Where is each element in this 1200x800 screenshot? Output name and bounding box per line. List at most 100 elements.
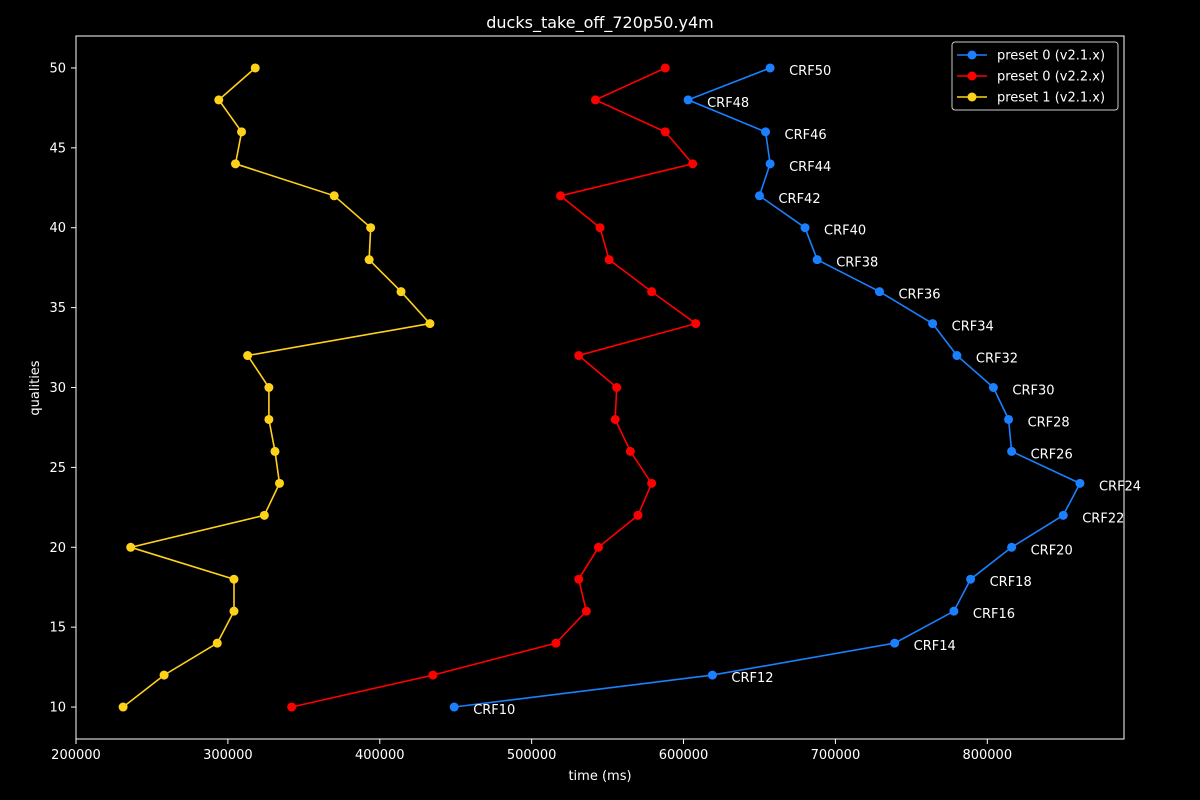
legend-entry: preset 1 (v2.1.x) [957, 91, 1105, 106]
data-label: CRF16 [973, 607, 1015, 622]
data-point [1007, 446, 1017, 456]
data-point [966, 574, 976, 584]
data-point [428, 670, 438, 680]
data-point [660, 63, 670, 73]
data-point [556, 191, 566, 201]
data-point [264, 383, 274, 392]
data-point [230, 159, 240, 169]
data-label: CRF46 [785, 128, 827, 143]
y-tick-label: 15 [49, 621, 66, 636]
data-point [229, 606, 239, 616]
data-point [952, 351, 962, 361]
legend-entry: preset 0 (v2.1.x) [957, 49, 1105, 64]
legend-marker [967, 50, 977, 60]
x-tick-label: 500000 [507, 748, 557, 763]
data-point [275, 478, 285, 488]
data-point [250, 63, 260, 73]
legend-box [951, 41, 1119, 111]
legend-marker [967, 71, 977, 81]
data-label: CRF14 [914, 639, 956, 654]
data-point [1075, 478, 1085, 488]
data-label: CRF18 [990, 575, 1032, 590]
data-point [366, 223, 376, 233]
data-point [264, 414, 274, 424]
data-label: CRF40 [824, 224, 866, 239]
legend-label: preset 0 (v2.2.x) [997, 70, 1105, 85]
data-point [1007, 542, 1017, 552]
data-point [581, 606, 591, 616]
x-tick-label: 300000 [203, 748, 253, 763]
data-point [212, 638, 222, 648]
data-point [988, 383, 998, 392]
data-point [159, 670, 169, 680]
x-axis-label: time (ms) [568, 769, 631, 784]
data-point [647, 287, 657, 297]
data-point [647, 478, 657, 488]
data-point [214, 95, 224, 105]
data-point [765, 159, 775, 169]
data-point [691, 319, 701, 329]
data-point [574, 574, 584, 584]
data-point [625, 446, 635, 456]
data-point [688, 159, 698, 169]
data-label: CRF42 [778, 192, 820, 207]
data-point [812, 255, 822, 265]
data-point [874, 287, 884, 297]
data-point [612, 383, 622, 392]
data-point [928, 319, 938, 329]
x-tick-label: 800000 [962, 748, 1012, 763]
legend: preset 0 (v2.1.x) preset 0 (v2.2.x) preset… [951, 41, 1119, 111]
series-layer: CRF10 CRF12 CRF14 CRF16 CRF18 CRF20 CRF22 CRF24… [118, 63, 1141, 718]
y-axis: 10 15 20 25 30 35 40 45 50 [49, 61, 76, 716]
x-tick-label: 600000 [659, 748, 709, 763]
data-point [1058, 510, 1068, 520]
data-point [593, 542, 603, 552]
data-label: CRF20 [1031, 543, 1073, 558]
y-tick-label: 10 [49, 701, 66, 716]
data-point [229, 574, 239, 584]
data-point [765, 63, 775, 73]
y-tick-label: 35 [49, 301, 66, 316]
data-point [604, 255, 614, 265]
y-axis-label: qualities [28, 360, 43, 415]
data-label: CRF10 [473, 703, 515, 718]
series-1: CRF10 CRF12 CRF14 CRF16 CRF18 CRF20 CRF22 CRF24… [449, 63, 1141, 718]
data-label: CRF30 [1012, 384, 1054, 399]
y-tick-label: 40 [49, 221, 66, 236]
data-point [396, 287, 406, 297]
legend-entry: preset 0 (v2.2.x) [957, 70, 1105, 85]
data-point [949, 606, 959, 616]
data-point [449, 702, 459, 712]
y-tick-label: 50 [49, 61, 66, 76]
data-point [270, 446, 280, 456]
data-label: CRF44 [789, 160, 831, 175]
data-point [126, 542, 136, 552]
data-point [590, 95, 600, 105]
data-point [259, 510, 269, 520]
series-3 [118, 63, 435, 712]
x-tick-label: 700000 [811, 748, 861, 763]
data-label: CRF24 [1099, 479, 1141, 494]
data-label: CRF22 [1082, 511, 1124, 526]
data-label: CRF34 [952, 320, 994, 335]
legend-label: preset 1 (v2.1.x) [997, 91, 1105, 106]
data-point [683, 95, 693, 105]
data-point [660, 127, 670, 137]
x-tick-label: 400000 [355, 748, 405, 763]
data-point [707, 670, 717, 680]
data-point [1004, 414, 1014, 424]
data-label: CRF28 [1028, 415, 1070, 430]
data-point [800, 223, 810, 233]
data-point [329, 191, 339, 201]
data-point [118, 702, 128, 712]
data-point [761, 127, 771, 137]
data-point [287, 702, 297, 712]
data-label: CRF32 [976, 352, 1018, 367]
y-tick-label: 25 [49, 461, 66, 476]
data-label: CRF36 [898, 288, 940, 303]
data-label: CRF48 [707, 96, 749, 111]
data-label: CRF26 [1031, 447, 1073, 462]
data-point [243, 351, 253, 361]
data-point [754, 191, 764, 201]
